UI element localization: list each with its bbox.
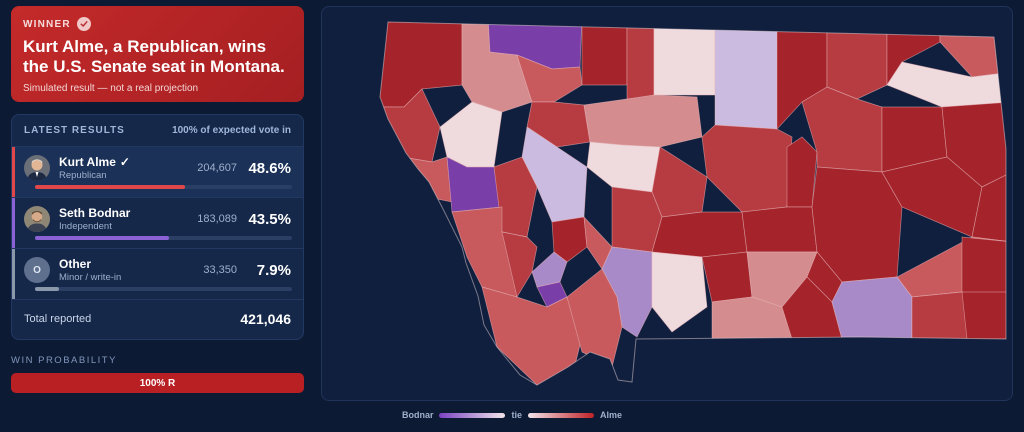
- legend-gradient-alme: [528, 412, 594, 418]
- winner-badge: WINNER: [23, 17, 292, 31]
- county-wibaux: [971, 171, 1006, 243]
- win-probability-bar: 100% R: [11, 373, 304, 393]
- sidebar: WINNER Kurt Alme, a Republican, wins the…: [11, 6, 304, 393]
- winner-check-icon: ✓: [119, 155, 130, 169]
- candidate-party: Independent: [59, 221, 112, 232]
- county-musselshell: [741, 206, 818, 253]
- winner-subtitle: Simulated result — not a real projection: [23, 83, 199, 94]
- winner-headline: Kurt Alme, a Republican, wins the U.S. S…: [23, 37, 285, 76]
- check-circle-icon: [76, 17, 91, 31]
- county-wheatland: [651, 211, 748, 258]
- legend-left-label: Bodnar: [401, 410, 434, 420]
- results-header: LATEST RESULTS 100% of expected vote in: [12, 115, 303, 147]
- county-granite: [501, 231, 538, 298]
- party-stripe: [12, 147, 15, 197]
- results-card: LATEST RESULTS 100% of expected vote in …: [11, 114, 304, 340]
- winner-card: WINNER Kurt Alme, a Republican, wins the…: [11, 6, 304, 102]
- county-map-panel: [321, 6, 1013, 401]
- map-legend: Bodnar tie Alme: [0, 410, 1024, 420]
- candidate-name: Seth Bodnar: [59, 206, 131, 220]
- county-big-horn: [831, 276, 913, 340]
- results-title: LATEST RESULTS: [24, 125, 125, 136]
- party-stripe: [12, 198, 15, 248]
- candidate-row-alme[interactable]: Kurt Alme ✓ Republican 204,607 48.6%: [12, 147, 303, 198]
- vote-share-fill: [35, 287, 60, 291]
- candidate-share: 48.6%: [248, 159, 291, 177]
- county-chouteau: [583, 94, 703, 148]
- legend-middle-label: tie: [511, 410, 522, 420]
- total-label: Total reported: [24, 313, 92, 325]
- candidate-avatar-other: O: [24, 257, 50, 283]
- county-blaine: [714, 22, 778, 130]
- candidate-row-other[interactable]: O Other Minor / write-in 33,350 7.9%: [12, 249, 303, 300]
- county-petroleum: [786, 136, 818, 208]
- county-beaverhead: [481, 286, 583, 385]
- winner-badge-label: WINNER: [23, 18, 71, 30]
- party-stripe: [12, 249, 15, 299]
- vote-share-bar: [35, 287, 292, 291]
- candidate-party: Republican: [59, 170, 107, 181]
- candidate-votes: 33,350: [203, 264, 237, 276]
- county-park: [651, 251, 708, 333]
- county-judith-basin: [651, 146, 708, 218]
- vote-share-fill: [35, 236, 170, 240]
- county-carter: [911, 291, 968, 340]
- total-value: 421,046: [240, 311, 291, 327]
- montana-county-map[interactable]: [322, 7, 1013, 401]
- county-madison: [566, 268, 623, 368]
- legend-right-label: Alme: [600, 410, 623, 420]
- candidate-name: Kurt Alme: [59, 155, 116, 169]
- candidate-row-bodnar[interactable]: Seth Bodnar Independent 183,089 43.5%: [12, 198, 303, 249]
- county-liberty: [626, 22, 655, 100]
- county-fallon: [961, 236, 1006, 293]
- county-fergus: [701, 124, 793, 213]
- total-row: Total reported 421,046: [12, 300, 303, 338]
- candidate-avatar-bodnar: [24, 206, 50, 232]
- county-roosevelt: [886, 61, 1006, 108]
- county-sheridan: [939, 22, 1006, 78]
- county-jefferson: [551, 216, 588, 263]
- reporting-status: 100% of expected vote in: [172, 125, 291, 136]
- county-sweet-grass: [701, 251, 753, 303]
- county-cascade: [586, 141, 661, 193]
- candidate-votes: 183,089: [197, 213, 237, 225]
- candidate-share: 7.9%: [256, 261, 291, 279]
- candidate-name: Other: [59, 257, 92, 271]
- county-lincoln: [380, 22, 463, 108]
- county-deer-lodge: [531, 251, 568, 288]
- vote-share-bar: [35, 236, 292, 240]
- win-probability-label: WIN PROBABILITY: [11, 355, 117, 366]
- candidate-avatar-alme: [24, 155, 50, 181]
- vote-share-fill: [35, 185, 185, 189]
- county-lake: [439, 101, 503, 168]
- legend-gradient-bodnar: [439, 412, 506, 418]
- candidate-share: 43.5%: [248, 210, 291, 228]
- candidate-party: Minor / write-in: [59, 272, 122, 283]
- candidate-votes: 204,607: [197, 162, 237, 174]
- vote-share-bar: [35, 185, 292, 189]
- county-valley: [826, 22, 888, 100]
